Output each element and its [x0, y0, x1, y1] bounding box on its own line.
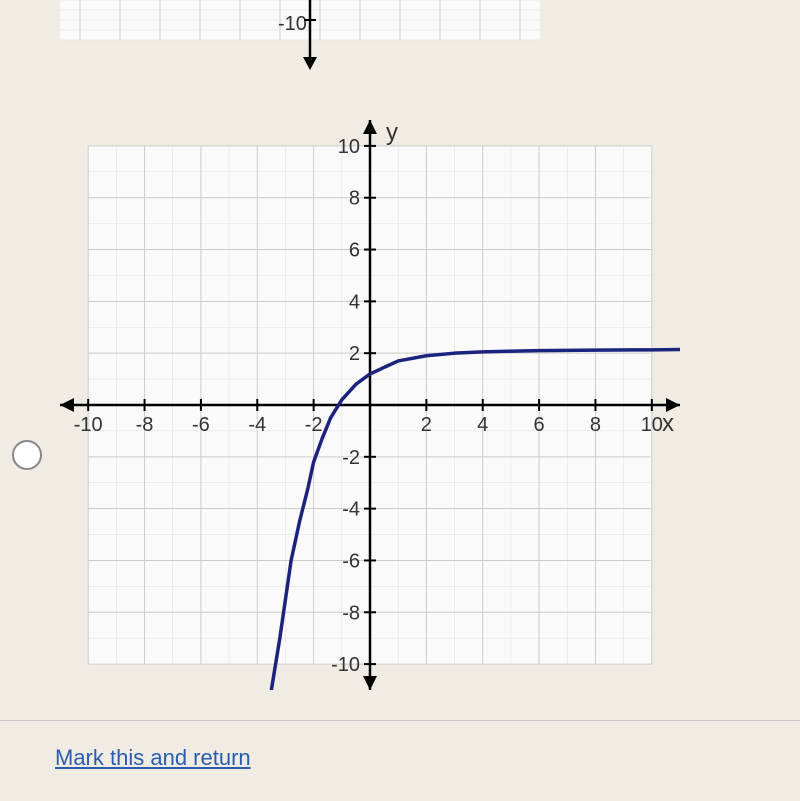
svg-text:2: 2	[421, 414, 432, 436]
mark-return-link[interactable]: Mark this and return	[55, 745, 251, 770]
svg-text:x: x	[662, 410, 674, 437]
partial-chart-above: -10	[60, 0, 680, 80]
svg-text:-8: -8	[136, 414, 154, 436]
svg-text:4: 4	[349, 291, 360, 313]
svg-text:-10: -10	[74, 414, 103, 436]
svg-text:8: 8	[590, 414, 601, 436]
answer-choice-radio[interactable]	[12, 440, 42, 470]
section-divider	[0, 720, 800, 721]
svg-text:-6: -6	[342, 550, 360, 572]
svg-text:-6: -6	[192, 414, 210, 436]
page-container: -10 -10 -8 -6 -4 -2 2 4 6 8 10 -10 -8 -6 -4 -2 2 4 6 8 10 y x…	[0, 0, 800, 801]
svg-text:10: 10	[641, 414, 663, 436]
coordinate-chart: -10 -8 -6 -4 -2 2 4 6 8 10 -10 -8 -6 -4 -2 2 4 6 8 10 y x	[60, 120, 680, 690]
svg-text:-2: -2	[342, 447, 360, 469]
svg-text:-10: -10	[331, 654, 360, 676]
svg-text:-2: -2	[305, 414, 323, 436]
svg-text:-4: -4	[342, 499, 360, 521]
svg-text:2: 2	[349, 343, 360, 365]
partial-y-tick-label: -10	[278, 13, 307, 35]
svg-text:y: y	[386, 120, 398, 146]
svg-text:-8: -8	[342, 602, 360, 624]
svg-text:8: 8	[349, 188, 360, 210]
svg-text:6: 6	[534, 414, 545, 436]
svg-text:4: 4	[477, 414, 488, 436]
mark-return-link-row: Mark this and return	[55, 745, 251, 771]
svg-text:-4: -4	[248, 414, 266, 436]
svg-text:6: 6	[349, 240, 360, 262]
svg-text:10: 10	[338, 136, 360, 158]
